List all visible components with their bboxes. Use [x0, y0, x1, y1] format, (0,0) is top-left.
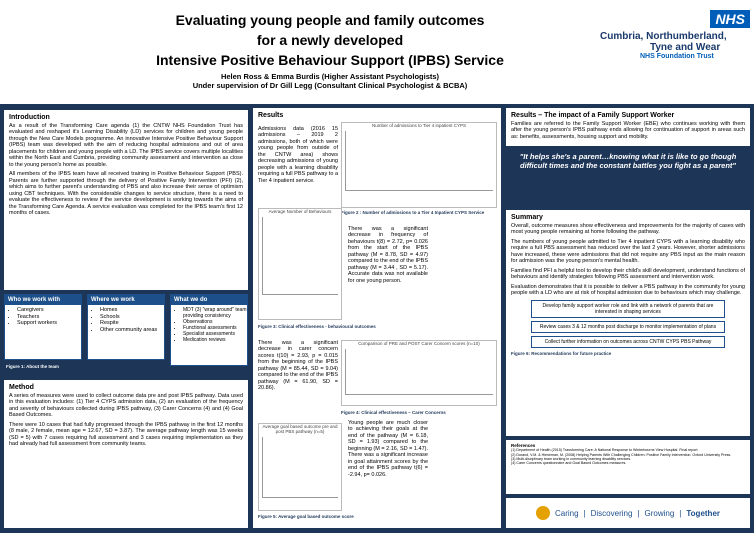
- header: Evaluating young people and family outco…: [0, 0, 754, 104]
- results: Results Admissions data (2016 15 admissi…: [253, 108, 501, 528]
- authors: Helen Ross & Emma Burdis (Higher Assista…: [220, 72, 440, 81]
- paragraph: There were 10 cases that had fully progr…: [9, 421, 243, 448]
- heading: Who we work with: [5, 295, 81, 305]
- heading: Introduction: [9, 114, 50, 121]
- trust: NHS Foundation Trust: [640, 53, 714, 60]
- nhs-badge: NHS: [710, 10, 750, 28]
- paragraph: The numbers of young people admitted to …: [511, 238, 745, 265]
- item: Schools: [100, 314, 164, 321]
- paragraph: Evaluation demonstrates that it is possi…: [511, 283, 745, 297]
- caption: Figure 3: Clinical effectiveness - behav…: [258, 324, 376, 329]
- paragraph: A series of measures were used to collec…: [9, 393, 243, 419]
- chart-title: Average goal based outcome pre and post …: [262, 424, 338, 434]
- team: Who we work with CaregiversTeachersSuppor…: [4, 294, 248, 374]
- team-box: Where we work HomesSchoolsRespiteOther co…: [87, 294, 165, 360]
- heading: Summary: [511, 214, 543, 221]
- recommendation: Review cases 3 & 12 months post discharg…: [531, 320, 725, 333]
- heading: References: [511, 443, 536, 448]
- quote: "It helps she's a parent…knowing what it…: [519, 152, 737, 171]
- item: MDT (3) "wrap around" team providing con…: [183, 307, 247, 319]
- caption: Figure 5: Average goal based outcome sco…: [258, 514, 354, 519]
- reference: (3) Multi-disciplinary team working in c…: [511, 457, 632, 462]
- item: Support workers: [17, 320, 81, 327]
- logo: NHS Cumbria, Northumberland, Tyne and We…: [600, 10, 750, 60]
- heading: Results: [258, 112, 284, 119]
- chart-title: Average Number of Behaviours: [268, 209, 332, 214]
- org: Tyne and Wear: [650, 42, 721, 53]
- footer-word: Caring: [554, 508, 579, 518]
- caption: Figure 1: About the team: [6, 364, 59, 369]
- plot-area: [345, 349, 493, 395]
- footer-word: Growing: [644, 508, 675, 518]
- paragraph: Young people are much closer to achievin…: [348, 420, 428, 478]
- recommendation: Develop family support worker role and l…: [531, 299, 725, 318]
- plot-area: [262, 437, 338, 499]
- footer-word: Discovering: [590, 508, 633, 518]
- heading: Where we work: [88, 295, 164, 305]
- item: Observations: [183, 319, 247, 325]
- chart-image: Average goal based outcome pre and post …: [258, 423, 342, 511]
- item: Medication reviews: [183, 337, 247, 343]
- summary: Summary Overall, outcome measures show e…: [506, 210, 750, 436]
- footer-word: Together: [686, 508, 721, 518]
- heading: Results – The impact of a Family Support…: [511, 112, 675, 119]
- introduction: Introduction As a result of the Transfor…: [4, 110, 248, 290]
- heading: What we do: [171, 295, 247, 305]
- paragraph: As a result of the Transforming Care age…: [9, 123, 243, 168]
- title: Evaluating young people and family outco…: [100, 10, 560, 90]
- references: References (1) Department of Health (201…: [506, 440, 750, 494]
- org: Cumbria, Northumberland,: [600, 31, 727, 42]
- reference: (2) Durand, V.M. & Hieneman, M. (2008) H…: [511, 452, 732, 457]
- caption: Figure 6: Recommendations for future pra…: [511, 350, 612, 356]
- plot-area: [345, 131, 493, 191]
- footer-icon: [535, 506, 550, 520]
- supervision: Under supervision of Dr Gill Legg (Consu…: [192, 81, 468, 90]
- item: Respite: [100, 320, 164, 327]
- title-line: for a newly developed: [256, 32, 404, 48]
- item: Teachers: [17, 314, 81, 321]
- team-box: What we do MDT (3) "wrap around" team pro…: [170, 294, 248, 366]
- paragraph: Overall, outcome measures show effective…: [511, 223, 745, 236]
- item: Homes: [100, 307, 164, 314]
- chart-image: Average Number of Behaviours: [258, 208, 342, 320]
- chart-title: Number of admissions to Tier 4 inpatient…: [371, 123, 467, 128]
- paragraph: Admissions data (2016 15 admissions – 20…: [258, 126, 338, 184]
- caption: Figure 2 : Number of admissions to a Tie…: [341, 210, 485, 215]
- reference: (4) Carer Concerns questionnaire and Goa…: [511, 461, 627, 466]
- chart-image: Number of admissions to Tier 4 inpatient…: [341, 122, 497, 208]
- item: Other community areas: [100, 327, 164, 334]
- recommendation: Collect further information on outcomes …: [531, 335, 725, 348]
- chart-title: Comparison of PRE and POST Carer Concern…: [358, 341, 480, 346]
- paragraph: All members of the IPBS team have all re…: [9, 171, 243, 217]
- plot-area: [262, 217, 338, 295]
- reference: (1) Department of Health (2015) Transfor…: [511, 448, 699, 453]
- heading: Method: [9, 384, 34, 391]
- item: Functional assessments: [183, 325, 247, 331]
- footer: Caring | Discovering | Growing | Together: [506, 498, 750, 528]
- paragraph: There was a significant decrease in freq…: [348, 226, 428, 284]
- method: Method A series of measures were used to…: [4, 380, 248, 528]
- paragraph: There was a significant decrease in care…: [258, 340, 338, 392]
- paragraph: Families are referred to the Family Supp…: [511, 121, 745, 140]
- team-box: Who we work with CaregiversTeachersSuppor…: [4, 294, 82, 360]
- chart-image: Comparison of PRE and POST Carer Concern…: [341, 340, 497, 406]
- caption: Figure 4: Clinical effectiveness – Carer…: [341, 410, 446, 415]
- item: Specialist assessments: [183, 331, 247, 337]
- title-line: Intensive Positive Behaviour Support (IP…: [156, 52, 504, 68]
- family: Results – The impact of a Family Support…: [506, 108, 750, 146]
- paragraph: Families find PFI a helpful tool to deve…: [511, 267, 745, 281]
- item: Caregivers: [17, 307, 81, 314]
- title-line: Evaluating young people and family outco…: [175, 12, 485, 28]
